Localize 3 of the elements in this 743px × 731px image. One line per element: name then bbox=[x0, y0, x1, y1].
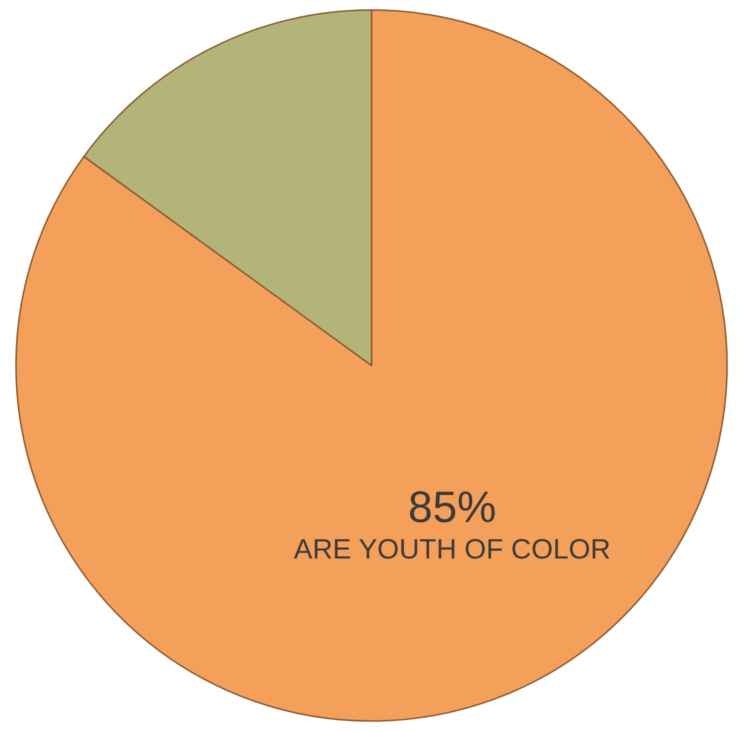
pie-slice bbox=[15, 9, 728, 722]
data-label: 85% bbox=[408, 483, 496, 532]
slice-label: ARE YOUTH OF COLOR bbox=[294, 534, 611, 565]
